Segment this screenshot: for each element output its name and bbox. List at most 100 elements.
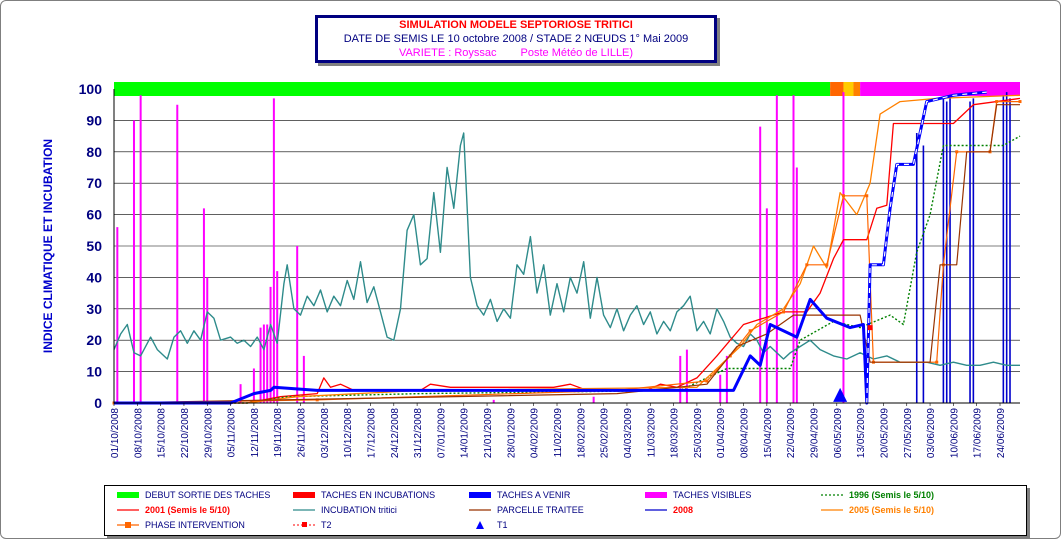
legend-swatch-2008 [645,509,667,511]
x-tick-label-13: 31/12/2008 [413,408,424,458]
x-tick-label-19: 11/02/2009 [553,408,564,458]
x-tick-label-10: 10/12/2008 [343,408,354,458]
x-tick-label-17: 28/01/2009 [506,408,517,458]
series-2008-dash-overlay [866,91,987,404]
x-tick-label-38: 24/06/2009 [996,408,1007,458]
legend: DEBUT SORTIE DES TACHES TACHES EN INCUBA… [104,485,1027,536]
series-4-point-4 [728,354,732,358]
station-label: Poste Météo de LILLE) [520,47,634,59]
phase-bar-segment-1 [830,82,844,96]
legend-label-2005: 2005 (Semis le 5/10) [849,505,935,515]
y-tick-label-2: 20 [86,332,102,348]
legend-label-incub: TACHES EN INCUBATIONS [321,490,436,500]
series-4-point-16 [995,100,999,104]
y-tick-label-4: 40 [86,269,102,285]
x-tick-label-37: 17/06/2009 [973,408,984,458]
axes: 0 10 20 30 40 50 60 70 80 90 100 01/10/2008 08/10/20… [79,81,1020,458]
phase-bar-segment-2 [843,82,854,96]
series-4-point-6 [782,310,786,314]
series-4-point-3 [705,379,709,383]
variety-label: VARIETE : Royssac [398,47,497,59]
legend-label-visibles: TACHES VISIBLES [673,490,752,500]
series-4-point-10 [865,194,869,198]
x-tick-label-27: 08/04/2009 [740,408,751,458]
x-tick-label-20: 18/02/2009 [576,408,587,458]
y-tick-label-8: 80 [86,144,102,160]
legend-swatch-2001 [117,509,139,511]
x-tick-label-5: 05/11/2008 [227,408,238,458]
phase-bar-segment-0 [114,82,831,96]
plot-area [112,82,1022,405]
y-tick-label-1: 10 [86,364,102,380]
series-line-4 [113,101,1020,404]
y-tick-label-6: 60 [86,207,102,223]
x-tick-label-15: 14/01/2009 [460,408,471,458]
x-tick-label-32: 13/05/2009 [856,408,867,458]
series-line-2 [114,135,1021,404]
x-tick-label-8: 26/11/2008 [297,408,308,458]
legend-swatch-phase [117,522,139,528]
series-line-6 [114,90,987,405]
t2-marker [867,325,873,331]
y-tick-label-3: 30 [86,301,102,317]
x-tick-label-28: 15/04/2009 [763,408,774,458]
legend-label-venir: TACHES A VENIR [497,490,571,500]
legend-label-t2: T2 [321,520,332,530]
x-tick-label-18: 04/02/2009 [530,408,541,458]
legend-swatch-incub [293,492,315,498]
legend-swatch-venir [469,492,491,498]
x-tick-label-22: 04/03/2009 [623,408,634,458]
series-4-point-14 [955,150,959,154]
x-tick-label-6: 12/11/2008 [250,408,261,458]
chart-variety: VARIETE : Royssac Poste Météo de LILLE) [318,46,714,60]
legend-label-parcelle: PARCELLE TRAITEE [497,505,584,515]
phase-bar-segment-4 [860,82,1020,96]
series-4-point-7 [805,263,809,267]
legend-label-debut: DEBUT SORTIE DES TACHES [145,490,271,500]
series-4-point-1 [315,398,319,402]
legend-swatch-debut [117,492,139,498]
x-tick-label-31: 06/05/2009 [833,408,844,458]
x-tick-label-21: 25/02/2009 [600,408,611,458]
x-tick-label-34: 27/05/2009 [903,408,914,458]
x-tick-label-9: 03/12/2008 [320,408,331,458]
series-line-0 [113,132,1020,366]
x-tick-label-33: 20/05/2009 [879,408,890,458]
legend-swatch-t2 [293,522,315,527]
y-tick-label-0: 0 [94,395,102,411]
x-tick-label-35: 03/06/2009 [926,408,937,458]
x-tick-label-3: 22/10/2008 [180,408,191,458]
series-4-point-12 [935,360,939,364]
x-tick-label-29: 22/04/2009 [786,408,797,458]
x-tick-label-12: 24/12/2008 [390,408,401,458]
y-tick-label-7: 70 [86,175,102,191]
x-tick-label-30: 29/04/2009 [809,408,820,458]
x-tick-label-16: 21/01/2009 [483,408,494,458]
legend-label-incub-tritici: INCUBATION tritici [321,505,397,515]
x-tick-label-0: 01/10/2008 [110,408,121,458]
chart-title: SIMULATION MODELE SEPTORIOSE TRITICI [399,19,633,31]
t1-marker [833,387,848,402]
x-tick-label-7: 19/11/2008 [273,408,284,458]
y-tick-label-9: 90 [86,112,102,128]
legend-swatch-2005 [821,509,843,511]
series-4-point-5 [748,329,752,333]
x-tick-label-4: 29/10/2008 [203,408,214,458]
x-tick-label-14: 07/01/2009 [436,408,447,458]
x-tick-label-24: 18/03/2009 [670,408,681,458]
series-4-point-8 [825,263,829,267]
legend-label-2001: 2001 (Semis le 5/10) [145,505,231,515]
legend-swatch-1996 [821,494,843,496]
legend-label-1996: 1996 (Semis le 5/10) [849,490,935,500]
chart-title-box: SIMULATION MODELE SEPTORIOSE TRITICI DAT… [315,15,717,63]
legend-swatch-visibles [645,492,667,498]
legend-label-2008: 2008 [673,505,694,515]
series-4-point-17 [1018,100,1022,104]
x-tick-label-36: 10/06/2009 [949,408,960,458]
x-tick-label-1: 08/10/2008 [133,408,144,458]
series-4-point-9 [841,194,845,198]
legend-swatch-t1 [476,521,484,529]
x-tick-label-2: 15/10/2008 [157,408,168,458]
